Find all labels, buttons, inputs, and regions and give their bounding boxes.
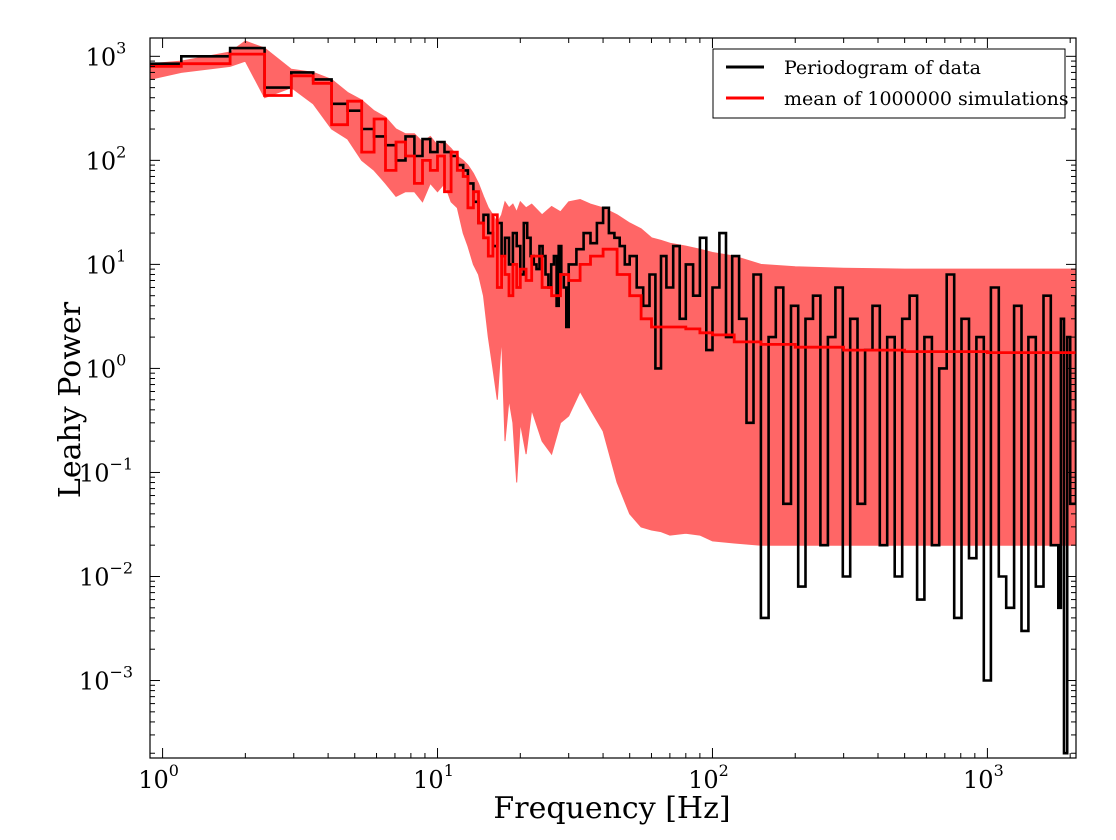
y-tick-label: 100 bbox=[86, 350, 127, 383]
y-tick-exponent: −1 bbox=[109, 454, 133, 473]
legend-frame bbox=[712, 48, 1066, 119]
x-tick-exponent: 2 bbox=[719, 761, 729, 780]
x-axis-label: Frequency [Hz] bbox=[493, 791, 730, 826]
y-tick-label: 10−3 bbox=[79, 663, 133, 696]
y-tick-exponent: −3 bbox=[109, 663, 133, 682]
x-tick-label: 100 bbox=[138, 761, 179, 794]
x-tick-label: 101 bbox=[413, 761, 454, 794]
y-tick-exponent: −2 bbox=[109, 558, 133, 577]
y-tick-exponent: 2 bbox=[116, 142, 126, 161]
x-tick-label: 102 bbox=[688, 761, 729, 794]
legend-label-simulations: mean of 1000000 simulations bbox=[784, 88, 1069, 110]
y-tick-label: 101 bbox=[86, 246, 127, 279]
plot-frame bbox=[149, 37, 1077, 759]
series-line-simulation-mean bbox=[150, 52, 1076, 354]
y-tick-exponent: 1 bbox=[116, 246, 126, 265]
legend-label-data: Periodogram of data bbox=[784, 57, 981, 79]
x-tick-exponent: 3 bbox=[994, 761, 1004, 780]
y-tick-label: 103 bbox=[86, 38, 127, 71]
x-tick-label: 103 bbox=[963, 761, 1004, 794]
x-axis-ticks: 100 101 102 103 bbox=[138, 38, 1071, 794]
y-tick-label: 10−2 bbox=[79, 558, 133, 591]
series-layer bbox=[150, 46, 1076, 755]
y-tick-exponent: 3 bbox=[116, 38, 126, 57]
y-tick-exponent: 0 bbox=[116, 350, 126, 369]
x-tick-exponent: 1 bbox=[444, 761, 454, 780]
legend: Periodogram of data mean of 1000000 simu… bbox=[712, 48, 1069, 119]
x-tick-exponent: 0 bbox=[169, 761, 179, 780]
y-axis-label: Leahy Power bbox=[53, 301, 88, 498]
y-tick-label: 102 bbox=[86, 142, 127, 175]
